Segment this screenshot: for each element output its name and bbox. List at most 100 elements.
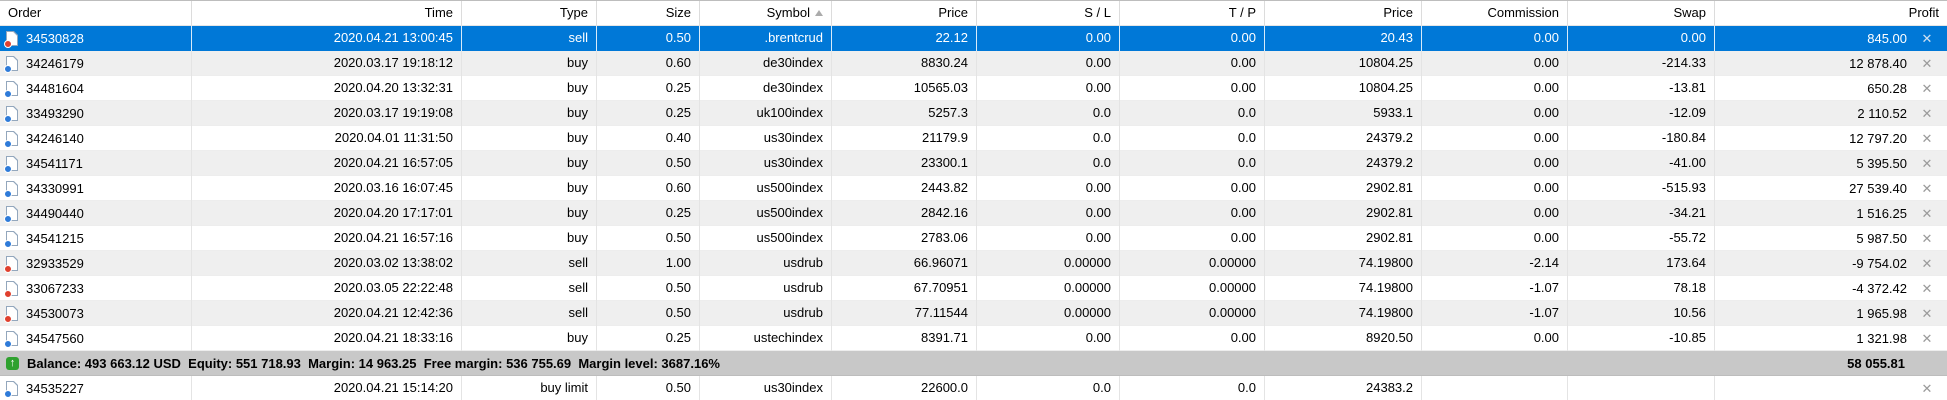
profit-cell: 27 539.40 ✕ (1715, 176, 1947, 201)
size-cell: 1.00 (597, 251, 700, 276)
order-row[interactable]: 33067233 2020.03.05 22:22:48 sell 0.50 usdru… (0, 276, 1947, 301)
order-row[interactable]: 34246179 2020.03.17 19:18:12 buy 0.60 de30in… (0, 51, 1947, 76)
column-header-take-profit[interactable]: T / P (1120, 1, 1265, 26)
column-header-current-price[interactable]: Price (1265, 1, 1422, 26)
time-cell: 2020.03.02 13:38:02 (192, 251, 462, 276)
order-id: 34330991 (26, 180, 84, 196)
column-header-time[interactable]: Time (192, 1, 462, 26)
type-cell: buy (462, 101, 597, 126)
order-row[interactable]: 33493290 2020.03.17 19:19:08 buy 0.25 uk100i… (0, 101, 1947, 126)
commission-cell (1422, 376, 1568, 400)
price-open-cell: 66.96071 (832, 251, 977, 276)
commission-cell: 0.00 (1422, 176, 1568, 201)
order-row[interactable]: 34246140 2020.04.01 11:31:50 buy 0.40 us30in… (0, 126, 1947, 151)
symbol-cell: usdrub (700, 301, 832, 326)
size-cell: 0.25 (597, 101, 700, 126)
order-row[interactable]: 34541171 2020.04.21 16:57:05 buy 0.50 us30in… (0, 151, 1947, 176)
order-cell: 34246179 (0, 51, 192, 76)
order-id: 33067233 (26, 280, 84, 296)
close-order-button[interactable]: ✕ (1921, 230, 1933, 246)
commission-cell: 0.00 (1422, 26, 1568, 51)
profit-value: -9 754.02 (1852, 255, 1907, 271)
pending-order-row[interactable]: 34535227 2020.04.21 15:14:20 buy limit 0.50… (0, 376, 1947, 400)
close-order-button[interactable]: ✕ (1921, 380, 1933, 396)
swap-cell: 0.00 (1568, 26, 1715, 51)
sell-order-icon (4, 31, 18, 48)
profit-value: 12 878.40 (1849, 55, 1907, 71)
column-header-profit[interactable]: Profit (1715, 1, 1947, 26)
buy-order-icon (4, 131, 18, 148)
profit-cell: 5 987.50 ✕ (1715, 226, 1947, 251)
column-header-label: Type (559, 5, 588, 20)
tp-cell: 0.0 (1120, 376, 1265, 400)
swap-cell: -12.09 (1568, 101, 1715, 126)
price-current-cell: 2902.81 (1265, 201, 1422, 226)
profit-cell: 1 965.98 ✕ (1715, 301, 1947, 326)
order-cell: 34530828 (0, 26, 192, 51)
order-row[interactable]: 34541215 2020.04.21 16:57:16 buy 0.50 us500i… (0, 226, 1947, 251)
commission-cell: 0.00 (1422, 201, 1568, 226)
close-order-button[interactable]: ✕ (1921, 155, 1933, 171)
column-header-size[interactable]: Size (597, 1, 700, 26)
column-header-open-price[interactable]: Price (832, 1, 977, 26)
order-cell: 34330991 (0, 176, 192, 201)
price-open-cell: 2842.16 (832, 201, 977, 226)
close-order-button[interactable]: ✕ (1921, 255, 1933, 271)
time-cell: 2020.04.21 15:14:20 (192, 376, 462, 400)
close-order-button[interactable]: ✕ (1921, 205, 1933, 221)
tp-cell: 0.00 (1120, 226, 1265, 251)
type-cell: buy (462, 201, 597, 226)
swap-cell (1568, 376, 1715, 400)
buy-order-icon (4, 181, 18, 198)
column-header-order[interactable]: Order (0, 1, 192, 26)
price-open-cell: 2783.06 (832, 226, 977, 251)
order-row[interactable]: 34330991 2020.03.16 16:07:45 buy 0.60 us500i… (0, 176, 1947, 201)
swap-cell: 78.18 (1568, 276, 1715, 301)
close-order-button[interactable]: ✕ (1921, 105, 1933, 121)
profit-value: 27 539.40 (1849, 180, 1907, 196)
close-order-button[interactable]: ✕ (1921, 305, 1933, 321)
order-row[interactable]: 34547560 2020.04.21 18:33:16 buy 0.25 ustech… (0, 326, 1947, 351)
type-cell: buy (462, 126, 597, 151)
close-order-button[interactable]: ✕ (1921, 180, 1933, 196)
profit-value: 12 797.20 (1849, 130, 1907, 146)
close-order-button[interactable]: ✕ (1921, 130, 1933, 146)
column-header-commission[interactable]: Commission (1422, 1, 1568, 26)
type-cell: buy (462, 226, 597, 251)
size-cell: 0.40 (597, 126, 700, 151)
commission-cell: 0.00 (1422, 226, 1568, 251)
profit-cell: 12 797.20 ✕ (1715, 126, 1947, 151)
type-cell: buy limit (462, 376, 597, 400)
close-order-button[interactable]: ✕ (1921, 30, 1933, 46)
column-header-label: Commission (1487, 5, 1559, 20)
symbol-cell: us500index (700, 176, 832, 201)
open-positions-section: 34530828 2020.04.21 13:00:45 sell 0.50 .bren… (0, 26, 1947, 351)
order-row[interactable]: 32933529 2020.03.02 13:38:02 sell 1.00 usdru… (0, 251, 1947, 276)
close-order-button[interactable]: ✕ (1921, 80, 1933, 96)
column-header-stop-loss[interactable]: S / L (977, 1, 1120, 26)
order-row[interactable]: 34490440 2020.04.20 17:17:01 buy 0.25 us500i… (0, 201, 1947, 226)
order-row[interactable]: 34530828 2020.04.21 13:00:45 sell 0.50 .bren… (0, 26, 1947, 51)
price-current-cell: 5933.1 (1265, 101, 1422, 126)
column-header-type[interactable]: Type (462, 1, 597, 26)
swap-cell: 173.64 (1568, 251, 1715, 276)
column-header-symbol[interactable]: Symbol (700, 1, 832, 26)
order-cell: 32933529 (0, 251, 192, 276)
close-order-button[interactable]: ✕ (1921, 55, 1933, 71)
profit-value: 1 321.98 (1856, 330, 1907, 346)
symbol-cell: de30index (700, 76, 832, 101)
column-header-swap[interactable]: Swap (1568, 1, 1715, 26)
close-order-button[interactable]: ✕ (1921, 280, 1933, 296)
size-cell: 0.50 (597, 26, 700, 51)
order-row[interactable]: 34481604 2020.04.20 13:32:31 buy 0.25 de30in… (0, 76, 1947, 101)
balance-up-arrow-icon: ↑ (6, 356, 19, 370)
commission-cell: -1.07 (1422, 301, 1568, 326)
order-row[interactable]: 34530073 2020.04.21 12:42:36 sell 0.50 usdru… (0, 301, 1947, 326)
type-cell: sell (462, 301, 597, 326)
symbol-cell: de30index (700, 51, 832, 76)
sl-cell: 0.00 (977, 226, 1120, 251)
close-order-button[interactable]: ✕ (1921, 330, 1933, 346)
column-header-label: Size (665, 5, 691, 20)
swap-cell: 10.56 (1568, 301, 1715, 326)
tp-cell: 0.00 (1120, 326, 1265, 351)
